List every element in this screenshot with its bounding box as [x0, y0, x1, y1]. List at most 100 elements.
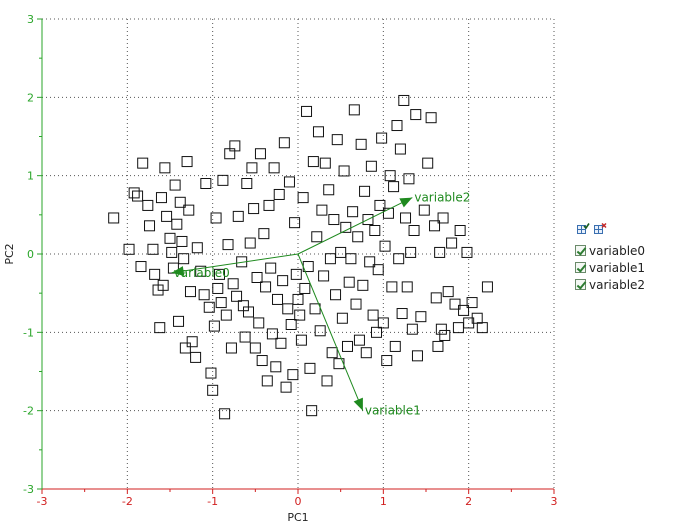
scatter-point: [446, 237, 458, 249]
y-tick-label: 2: [27, 91, 34, 104]
scatter-point: [159, 162, 171, 174]
scatter-point: [403, 173, 415, 185]
scatter-point: [207, 384, 219, 396]
x-tick-label: 3: [551, 495, 558, 508]
scatter-point: [355, 138, 367, 150]
deselect-all-icon[interactable]: [594, 222, 607, 234]
scatter-point: [239, 331, 251, 343]
scatter-point: [386, 281, 398, 293]
scatter-point: [434, 246, 446, 258]
scatter-point: [278, 137, 290, 149]
scatter-point: [418, 204, 430, 216]
scatter-point: [241, 178, 253, 189]
scatter-point: [289, 217, 301, 229]
scatter-point: [454, 225, 466, 236]
scatter-point: [212, 282, 224, 294]
loading-vector-variable2: [297, 197, 413, 255]
scatter-point: [183, 204, 195, 216]
y-tick-label: -2: [23, 405, 34, 418]
scatter-point: [273, 188, 285, 200]
x-tick-label: -2: [122, 495, 133, 508]
scatter-point: [261, 375, 273, 387]
scatter-point: [142, 199, 154, 211]
legend-tools: [577, 222, 645, 234]
scatter-point: [200, 178, 212, 189]
scatter-point: [461, 246, 473, 258]
legend-item-variable1[interactable]: variable1: [575, 259, 645, 276]
scatter-point: [374, 199, 386, 211]
scatter-point: [215, 297, 227, 309]
scatter-point: [365, 160, 377, 172]
scatter-point: [359, 185, 371, 197]
scatter-point: [227, 278, 239, 290]
scatter-point: [208, 320, 220, 332]
scatter-point: [333, 358, 345, 370]
legend-label-variable1: variable1: [589, 260, 646, 275]
scatter-point: [393, 253, 405, 265]
scatter-point: [205, 367, 217, 379]
scatter-point: [429, 220, 441, 232]
y-axis-title: PC2: [3, 243, 16, 264]
checkbox-variable0[interactable]: [575, 245, 586, 256]
scatter-point: [367, 309, 379, 321]
checkbox-variable2[interactable]: [575, 279, 586, 290]
scatter-point: [307, 156, 319, 168]
legend-item-variable2[interactable]: variable2: [575, 276, 645, 293]
scatter-point: [304, 362, 316, 374]
scatter-point: [155, 192, 167, 204]
scatter-point: [437, 212, 449, 224]
scatter-point: [391, 120, 403, 132]
scatter-point: [225, 342, 237, 354]
scatter-point: [376, 132, 388, 144]
loading-vectors: variable0 variable1 variable2: [171, 191, 470, 418]
y-tick-label: 1: [27, 170, 34, 183]
scatter-point: [369, 225, 381, 236]
checkbox-variable1[interactable]: [575, 262, 586, 273]
scatter-point: [476, 322, 488, 334]
scatter-point: [178, 253, 190, 265]
scatter-point: [280, 381, 292, 393]
scatter-point: [415, 311, 427, 323]
scatter-point: [400, 212, 412, 224]
scatter-point: [458, 304, 470, 316]
scatter-point: [411, 350, 423, 362]
scatter-point: [394, 143, 406, 155]
scatter-point: [295, 334, 307, 346]
scatter-point: [195, 265, 207, 277]
scatter-point: [328, 214, 340, 226]
scatter-point: [275, 337, 287, 349]
legend-item-variable0[interactable]: variable0: [575, 242, 645, 259]
y-tick-label: 3: [27, 13, 34, 26]
scatter-point: [229, 140, 241, 152]
x-tick-label: 1: [380, 495, 387, 508]
scatter-point: [314, 325, 326, 337]
scatter-point: [272, 293, 284, 305]
scatter-point: [323, 184, 335, 196]
scatter-point: [372, 264, 384, 276]
select-all-icon[interactable]: [577, 223, 590, 234]
scatter-point: [452, 322, 464, 334]
scatter-point: [316, 204, 328, 216]
scatter-point: [132, 190, 144, 202]
scatter-point: [181, 156, 193, 168]
scatter-point: [154, 322, 166, 334]
scatter-point: [435, 323, 447, 335]
scatter-point: [379, 240, 391, 252]
scatter-point: [219, 408, 231, 420]
vector-label-variable0: variable0: [174, 266, 230, 280]
axes: [37, 18, 555, 494]
scatter-point: [398, 94, 410, 106]
scatter-point: [388, 181, 400, 193]
scatter-point: [263, 199, 275, 211]
legend-label-variable2: variable2: [589, 277, 646, 292]
scatter-point: [299, 282, 311, 294]
scatter-point: [123, 243, 135, 255]
loading-vector-variable1: [297, 253, 364, 411]
vector-label-variable2: variable2: [414, 191, 470, 205]
scatter-point: [108, 212, 120, 224]
scatter-point: [425, 112, 437, 124]
scatter-point: [410, 109, 422, 121]
scatter-point: [319, 157, 331, 169]
scatter-point: [340, 221, 352, 233]
